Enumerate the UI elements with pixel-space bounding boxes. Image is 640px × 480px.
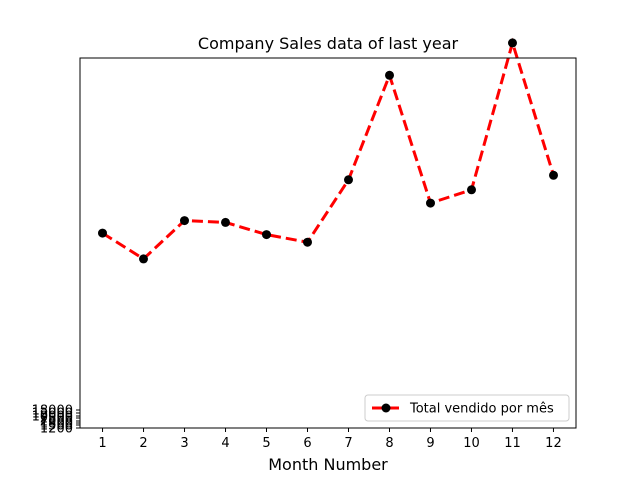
series-points	[98, 38, 558, 264]
y-tick-label: 2000	[40, 415, 73, 430]
x-axis-label: Month Number	[268, 455, 388, 474]
data-point	[98, 228, 107, 238]
x-tick-label: 9	[426, 436, 434, 451]
legend-marker	[381, 403, 391, 413]
data-point	[426, 198, 435, 208]
x-tick-label: 7	[344, 436, 352, 451]
x-tick-label: 10	[463, 436, 480, 451]
y-tick-label: 1200	[40, 422, 73, 437]
data-point	[262, 230, 271, 240]
x-tick-label: 5	[262, 436, 270, 451]
x-tick-label: 2	[139, 436, 147, 451]
y-tick-label: 1500	[40, 419, 73, 434]
x-axis-ticks: 1 2 3 4 5 6 7 8 9 10 11 12	[98, 428, 562, 451]
x-tick-label: 4	[221, 436, 229, 451]
chart-title: Company Sales data of last year	[198, 34, 459, 53]
x-tick-label: 11	[504, 436, 521, 451]
data-point	[180, 216, 189, 226]
data-point	[303, 237, 312, 247]
legend-box	[364, 394, 570, 422]
x-tick-label: 1	[98, 436, 106, 451]
y-tick-label: 1800	[40, 417, 73, 432]
x-tick-label: 8	[385, 436, 393, 451]
data-point	[344, 175, 353, 185]
data-point	[549, 170, 558, 180]
legend: Total vendido por mês	[364, 394, 570, 422]
data-point	[508, 38, 517, 48]
x-tick-label: 6	[303, 436, 311, 451]
legend-label: Total vendido por mês	[409, 402, 554, 417]
data-point	[139, 254, 148, 264]
x-tick-label: 3	[180, 436, 188, 451]
x-tick-label: 12	[545, 436, 562, 451]
y-tick-label: 2500	[40, 412, 73, 427]
y-tick-label: 18000	[32, 404, 73, 419]
data-point	[221, 217, 230, 227]
data-point	[467, 185, 476, 195]
data-point	[385, 70, 394, 80]
y-tick-label: 12000	[32, 407, 73, 422]
plot-background	[80, 58, 576, 428]
y-tick-label: 10000	[32, 410, 73, 425]
plot-frame	[79, 57, 577, 429]
